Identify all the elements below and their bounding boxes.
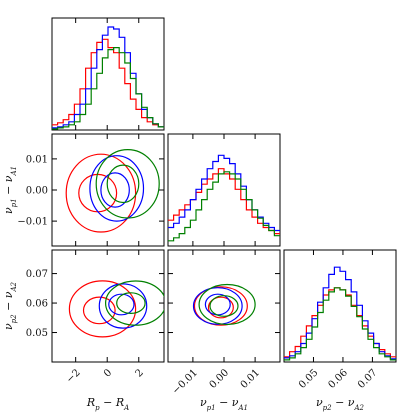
- histogram-step-series-0: [52, 38, 164, 128]
- x-axis-label-dR: Rp − RA: [86, 396, 129, 412]
- contour-series-0-level-0: [82, 296, 116, 325]
- y-tick-label: 0.05: [26, 328, 48, 339]
- contour-series-2-level-1: [105, 280, 164, 326]
- contour-series-1-level-0: [108, 293, 135, 316]
- x-tick-label: 0: [102, 367, 114, 379]
- panel-frame: [51, 17, 165, 131]
- contour-series-1-level-0: [100, 172, 130, 208]
- x-axis-label-dnu1: νp1 − νA1: [200, 396, 248, 412]
- x-tick-label: −2: [65, 367, 83, 385]
- contour-series-0-level-1: [193, 286, 248, 326]
- contour-series-2-level-0: [209, 295, 239, 317]
- y-axis-label-dnu1: νp1 − νA1: [2, 166, 18, 214]
- y-tick-label: 0.06: [26, 299, 48, 310]
- contour-series-0-level-1: [68, 280, 137, 338]
- contour-series-1-level-1: [98, 283, 148, 329]
- x-tick-label: 0.05: [297, 367, 321, 391]
- y-tick-label: −0.01: [17, 217, 48, 228]
- histogram-step-series-2: [168, 171, 280, 242]
- histogram-step-series-1: [168, 154, 280, 232]
- contour-series-0-level-1: [65, 153, 137, 233]
- contour-series-1-level-1: [192, 287, 243, 325]
- histogram-step-series-2: [52, 47, 164, 130]
- histogram-step-series-1: [284, 266, 396, 360]
- contour-series-2-level-1: [95, 149, 160, 219]
- x-tick-label: 0.01: [239, 367, 263, 391]
- x-tick-label: 0.00: [208, 367, 232, 391]
- contour-series-0-level-0: [207, 296, 234, 319]
- contour-series-2-level-0: [106, 164, 140, 204]
- histogram-step-series-2: [284, 287, 396, 361]
- x-tick-label: 0.07: [356, 367, 380, 391]
- panel-frame: [167, 249, 281, 363]
- y-tick-label: 0.00: [26, 186, 48, 197]
- y-axis-label-dnu2: νp2 − νA2: [2, 281, 18, 330]
- y-tick-label: 0.01: [26, 154, 48, 165]
- contour-series-2-level-1: [198, 283, 256, 326]
- contour-series-1-level-1: [89, 155, 145, 222]
- histogram-step-series-1: [52, 26, 164, 129]
- x-tick-label: −0.01: [171, 367, 200, 396]
- x-tick-label: 2: [134, 367, 146, 379]
- x-tick-label: 0.06: [326, 367, 350, 391]
- panel-frame: [51, 249, 165, 363]
- x-axis-label-dnu2: νp2 − νA2: [316, 396, 365, 412]
- contour-series-2-level-0: [116, 292, 146, 315]
- y-tick-label: 0.07: [26, 269, 48, 280]
